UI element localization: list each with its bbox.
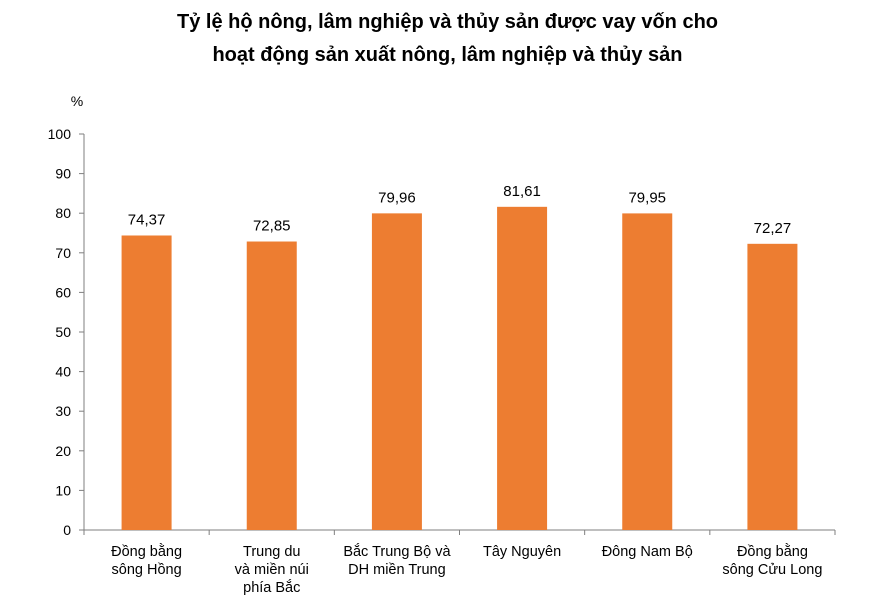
data-label: 81,61 bbox=[503, 183, 541, 200]
y-tick-label: 90 bbox=[55, 166, 71, 182]
x-category-label-line: sông Cửu Long bbox=[722, 562, 822, 578]
x-category-label-line: DH miền Trung bbox=[348, 562, 446, 578]
bar bbox=[622, 213, 673, 530]
y-tick-label: 60 bbox=[55, 284, 71, 300]
y-tick-label: 0 bbox=[63, 522, 71, 538]
chart-title-line-1: Tỷ lệ hộ nông, lâm nghiệp và thủy sản đư… bbox=[176, 11, 718, 33]
y-tick-label: 30 bbox=[55, 403, 71, 419]
y-tick-label: 40 bbox=[55, 364, 71, 380]
data-label: 72,85 bbox=[253, 218, 291, 235]
data-label: 72,27 bbox=[754, 220, 792, 237]
x-category-label: Tây Nguyên bbox=[483, 544, 561, 560]
data-labels: 74,37 72,85 79,96 81,61 79,95 72,27 bbox=[128, 183, 791, 237]
y-tick-label: 100 bbox=[48, 126, 72, 142]
y-tick-label: 10 bbox=[55, 482, 71, 498]
data-label: 79,96 bbox=[378, 189, 416, 206]
x-category-label-line: và miền núi bbox=[235, 562, 309, 578]
x-category-label: Bắc Trung Bộ và DH miền Trung bbox=[343, 543, 451, 578]
x-category-label-line: Đồng bằng bbox=[111, 543, 182, 560]
chart-title: Tỷ lệ hộ nông, lâm nghiệp và thủy sản đư… bbox=[0, 6, 895, 72]
bar bbox=[747, 243, 798, 531]
bar bbox=[121, 235, 172, 530]
bars bbox=[121, 206, 798, 531]
x-category-label-line: phía Bắc bbox=[243, 579, 300, 596]
data-label: 74,37 bbox=[128, 211, 166, 228]
x-category-label: Đông Nam Bộ bbox=[602, 544, 693, 560]
x-category-label: Đồng bằng sông Hồng bbox=[111, 543, 182, 578]
x-category-label-line: Tây Nguyên bbox=[483, 544, 561, 560]
data-label: 79,95 bbox=[628, 189, 666, 206]
x-category-label: Đồng bằng sông Cửu Long bbox=[722, 543, 822, 578]
x-category-label-line: Bắc Trung Bộ và bbox=[343, 543, 451, 560]
bar bbox=[497, 206, 548, 530]
chart-title-line-2: hoạt động sản xuất nông, lâm nghiệp và t… bbox=[212, 44, 683, 66]
y-tick-label: 80 bbox=[55, 205, 71, 221]
x-category-label-line: Trung du bbox=[243, 544, 301, 560]
y-tick-label: 50 bbox=[55, 324, 71, 340]
y-tick-label: 20 bbox=[55, 443, 71, 459]
bar bbox=[246, 241, 297, 530]
x-category-label-line: sông Hồng bbox=[112, 562, 182, 578]
y-axis: % 0 10 20 30 40 50 60 70 80 90 100 bbox=[48, 93, 85, 538]
x-category-label-line: Đông Nam Bộ bbox=[602, 544, 693, 560]
x-category-label: Trung du và miền núi phía Bắc bbox=[235, 544, 309, 596]
y-axis-unit-label: % bbox=[71, 93, 83, 109]
x-axis: Đồng bằng sông Hồng Trung du và miền núi phí… bbox=[83, 529, 836, 596]
bar bbox=[371, 213, 422, 530]
x-category-label-line: Đồng bằng bbox=[737, 543, 808, 560]
y-tick-label: 70 bbox=[55, 245, 71, 261]
